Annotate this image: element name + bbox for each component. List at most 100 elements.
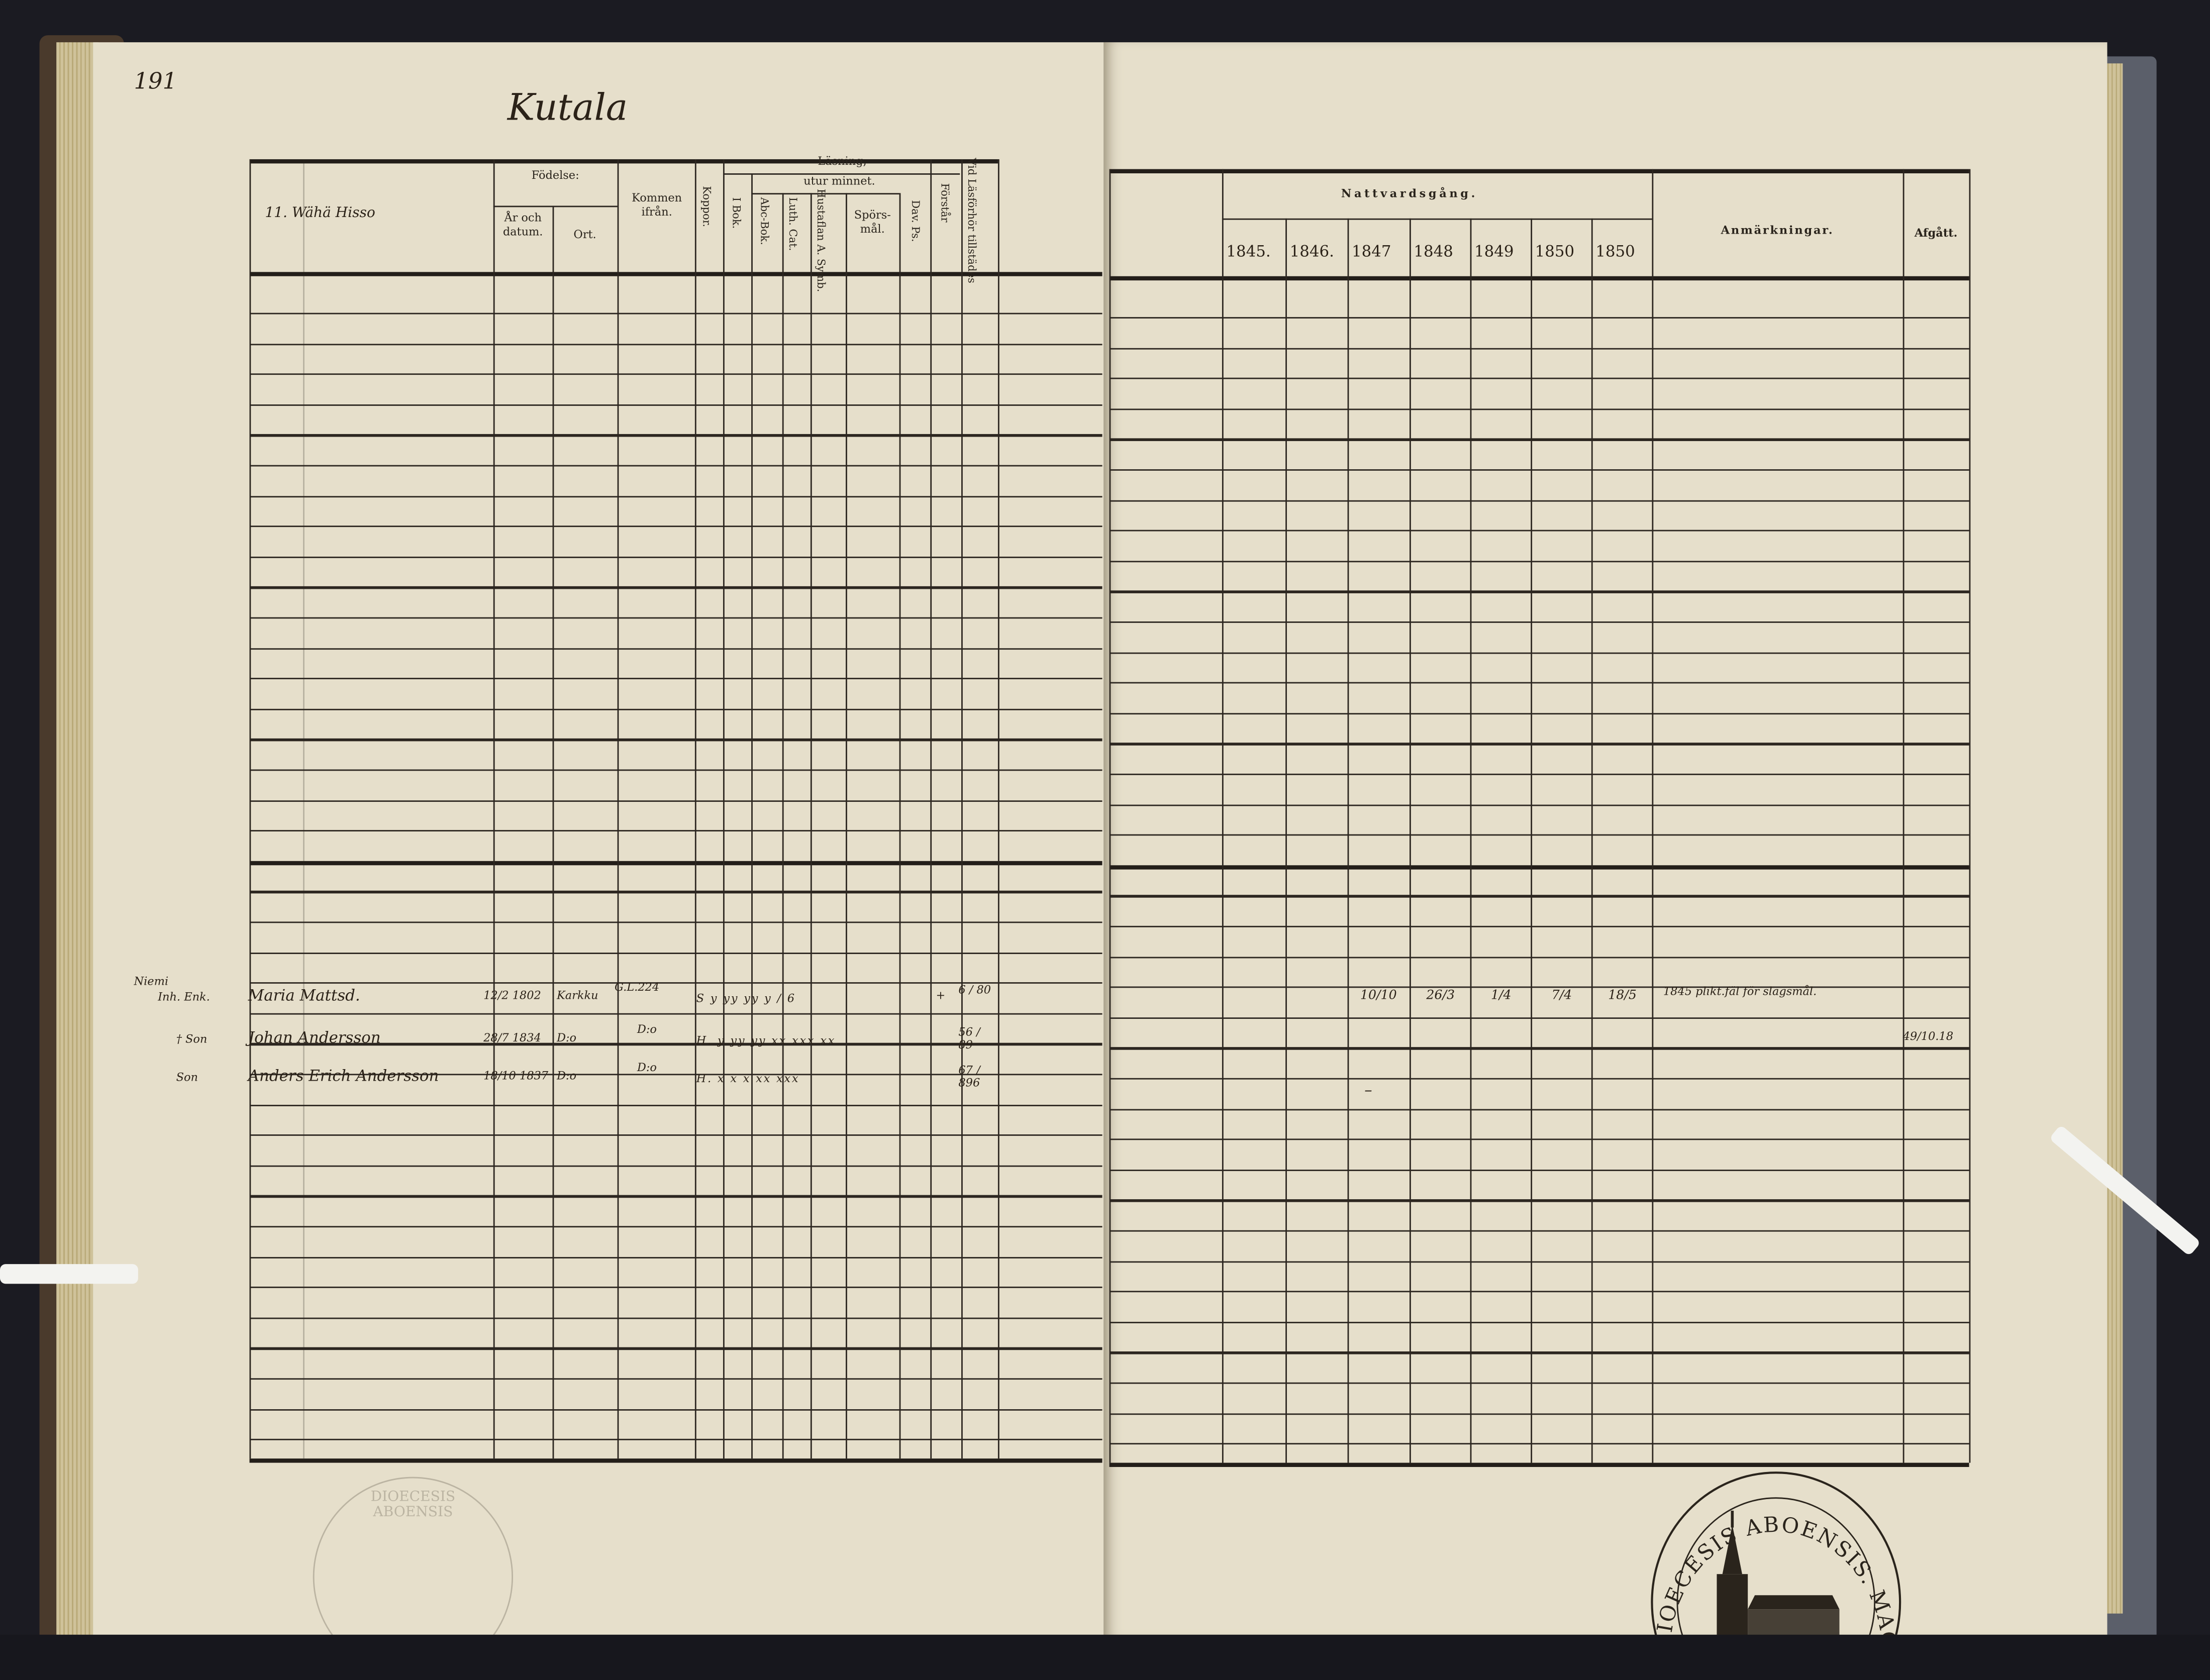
row-line-left (249, 526, 1102, 528)
row-line-right (1109, 560, 1969, 563)
header-top-line-right (1109, 169, 1969, 174)
year-header: 1848 (1414, 242, 1453, 261)
column-line-left (552, 205, 554, 1459)
row-line-right (1109, 834, 1969, 836)
entry-role: Inh. Enk. (158, 990, 210, 1004)
header-lasning: Läsning, (818, 155, 867, 168)
row-line-right (1109, 773, 1969, 776)
entry-birth-date: 12/2 1802 (483, 989, 541, 1002)
row-line-right (1109, 408, 1969, 410)
row-line-left (249, 861, 1102, 865)
row-line-right (1109, 1200, 1969, 1202)
entry-forhor: 67 / 896 (958, 1064, 980, 1090)
header-sporsmal: Spörs-mål. (854, 208, 891, 236)
header-fodelse: Födelse: (531, 169, 579, 182)
row-line-left (249, 830, 1102, 832)
year-header: 1850 (1535, 242, 1575, 261)
row-line-left (249, 1043, 1102, 1045)
row-line-left (249, 556, 1102, 559)
row-line-right (1109, 1078, 1969, 1080)
entry-reading-marks: H. x x x xx xxx (696, 1072, 800, 1085)
row-line-left (249, 1226, 1102, 1228)
header-i-bok: I Bok. (730, 197, 743, 229)
entry-birth-date: 28/7 1834 (483, 1031, 541, 1044)
header-nattvardsgang: Nattvardsgång. (1341, 186, 1478, 200)
year-header: 1850 (1595, 242, 1635, 261)
row-line-left (249, 1195, 1102, 1198)
right-page (1103, 42, 2107, 1638)
entry-place: Niemi (134, 975, 169, 988)
household-heading: 11. Wähä Hisso (265, 205, 375, 222)
row-line-right (1109, 347, 1969, 350)
column-line-left (997, 159, 999, 1459)
column-line-left (694, 159, 696, 1459)
communion-date: 18/5 (1608, 989, 1637, 1004)
row-line-right (1109, 865, 1969, 870)
row-line-left (249, 1408, 1102, 1411)
row-line-left (249, 1134, 1102, 1137)
column-line-left (249, 159, 251, 1459)
column-line-right (1347, 218, 1349, 1463)
row-line-right (1109, 804, 1969, 806)
row-line-left (249, 272, 1102, 276)
row-line-left (249, 678, 1102, 680)
header-anmarkningar: Anmärkningar. (1721, 223, 1834, 237)
row-line-right (1109, 1261, 1969, 1263)
row-line-left (249, 648, 1102, 650)
column-line-left (846, 193, 847, 1459)
column-line-right (1902, 169, 1904, 1463)
row-line-left (249, 1165, 1102, 1167)
row-line-right (1109, 652, 1969, 654)
afgatt-text: 49/10.18 (1902, 1030, 1954, 1043)
row-line-right (1109, 1413, 1969, 1415)
row-line-left (249, 617, 1102, 619)
column-line-left (751, 173, 753, 1459)
row-line-right (1109, 743, 1969, 745)
column-line-right (1969, 169, 1971, 1463)
entry-forstar: + (936, 989, 946, 1002)
header-kommen-ifran: Kommen ifrån. (632, 191, 682, 219)
header-top-line-left (249, 159, 998, 164)
row-line-right (1109, 1443, 1969, 1445)
row-line-left (249, 343, 1102, 345)
row-line-right (1109, 712, 1969, 715)
header-ar-och-datum: År och datum. (503, 211, 543, 239)
header-utur-minnet: utur minnet. (803, 174, 875, 188)
entry-birth-place: Karkku (556, 989, 598, 1002)
entry-name: Anders Erich Andersson (248, 1067, 439, 1085)
page-number: 191 (134, 67, 177, 94)
diocese-stamp-right: DIOECESIS ABOENSIS. MAG. N. I. (1635, 1440, 1901, 1680)
row-line-left (249, 769, 1102, 772)
page-title: Kutala (507, 87, 628, 130)
column-line-left (493, 159, 495, 1459)
row-line-right (1109, 925, 1969, 928)
entry-reading-marks: H. y yy yy xx xxx xx (696, 1034, 836, 1047)
nattvard-subline (1222, 218, 1652, 221)
row-line-right (1109, 1382, 1969, 1385)
row-line-left (249, 708, 1102, 710)
row-line-left (249, 1287, 1102, 1289)
header-vid-lasforhor: Vid Läsförhör tillstädes (965, 158, 978, 283)
row-line-left (249, 373, 1102, 376)
entry-name: Johan Andersson (248, 1028, 381, 1047)
column-line-right (1109, 169, 1111, 1463)
header-ort: Ort. (573, 228, 596, 241)
left-page (93, 42, 1104, 1663)
row-line-right (1109, 439, 1969, 441)
column-line-left (723, 159, 725, 1459)
column-line-left (899, 193, 901, 1459)
row-line-left (249, 982, 1102, 985)
header-abc-bok: Abc-Bok. (758, 197, 771, 245)
year-header: 1846. (1289, 242, 1334, 261)
column-line-left (810, 193, 812, 1459)
year-header: 1845. (1226, 242, 1271, 261)
row-line-left (249, 739, 1102, 741)
row-line-left (249, 1013, 1102, 1015)
lasning-subline (723, 173, 960, 175)
communion-date: 1/4 (1490, 989, 1512, 1004)
communion-mark: – (1364, 1081, 1372, 1099)
row-line-left (249, 586, 1102, 589)
row-line-right (1109, 530, 1969, 532)
entry-from: G.L.224 (614, 981, 660, 994)
